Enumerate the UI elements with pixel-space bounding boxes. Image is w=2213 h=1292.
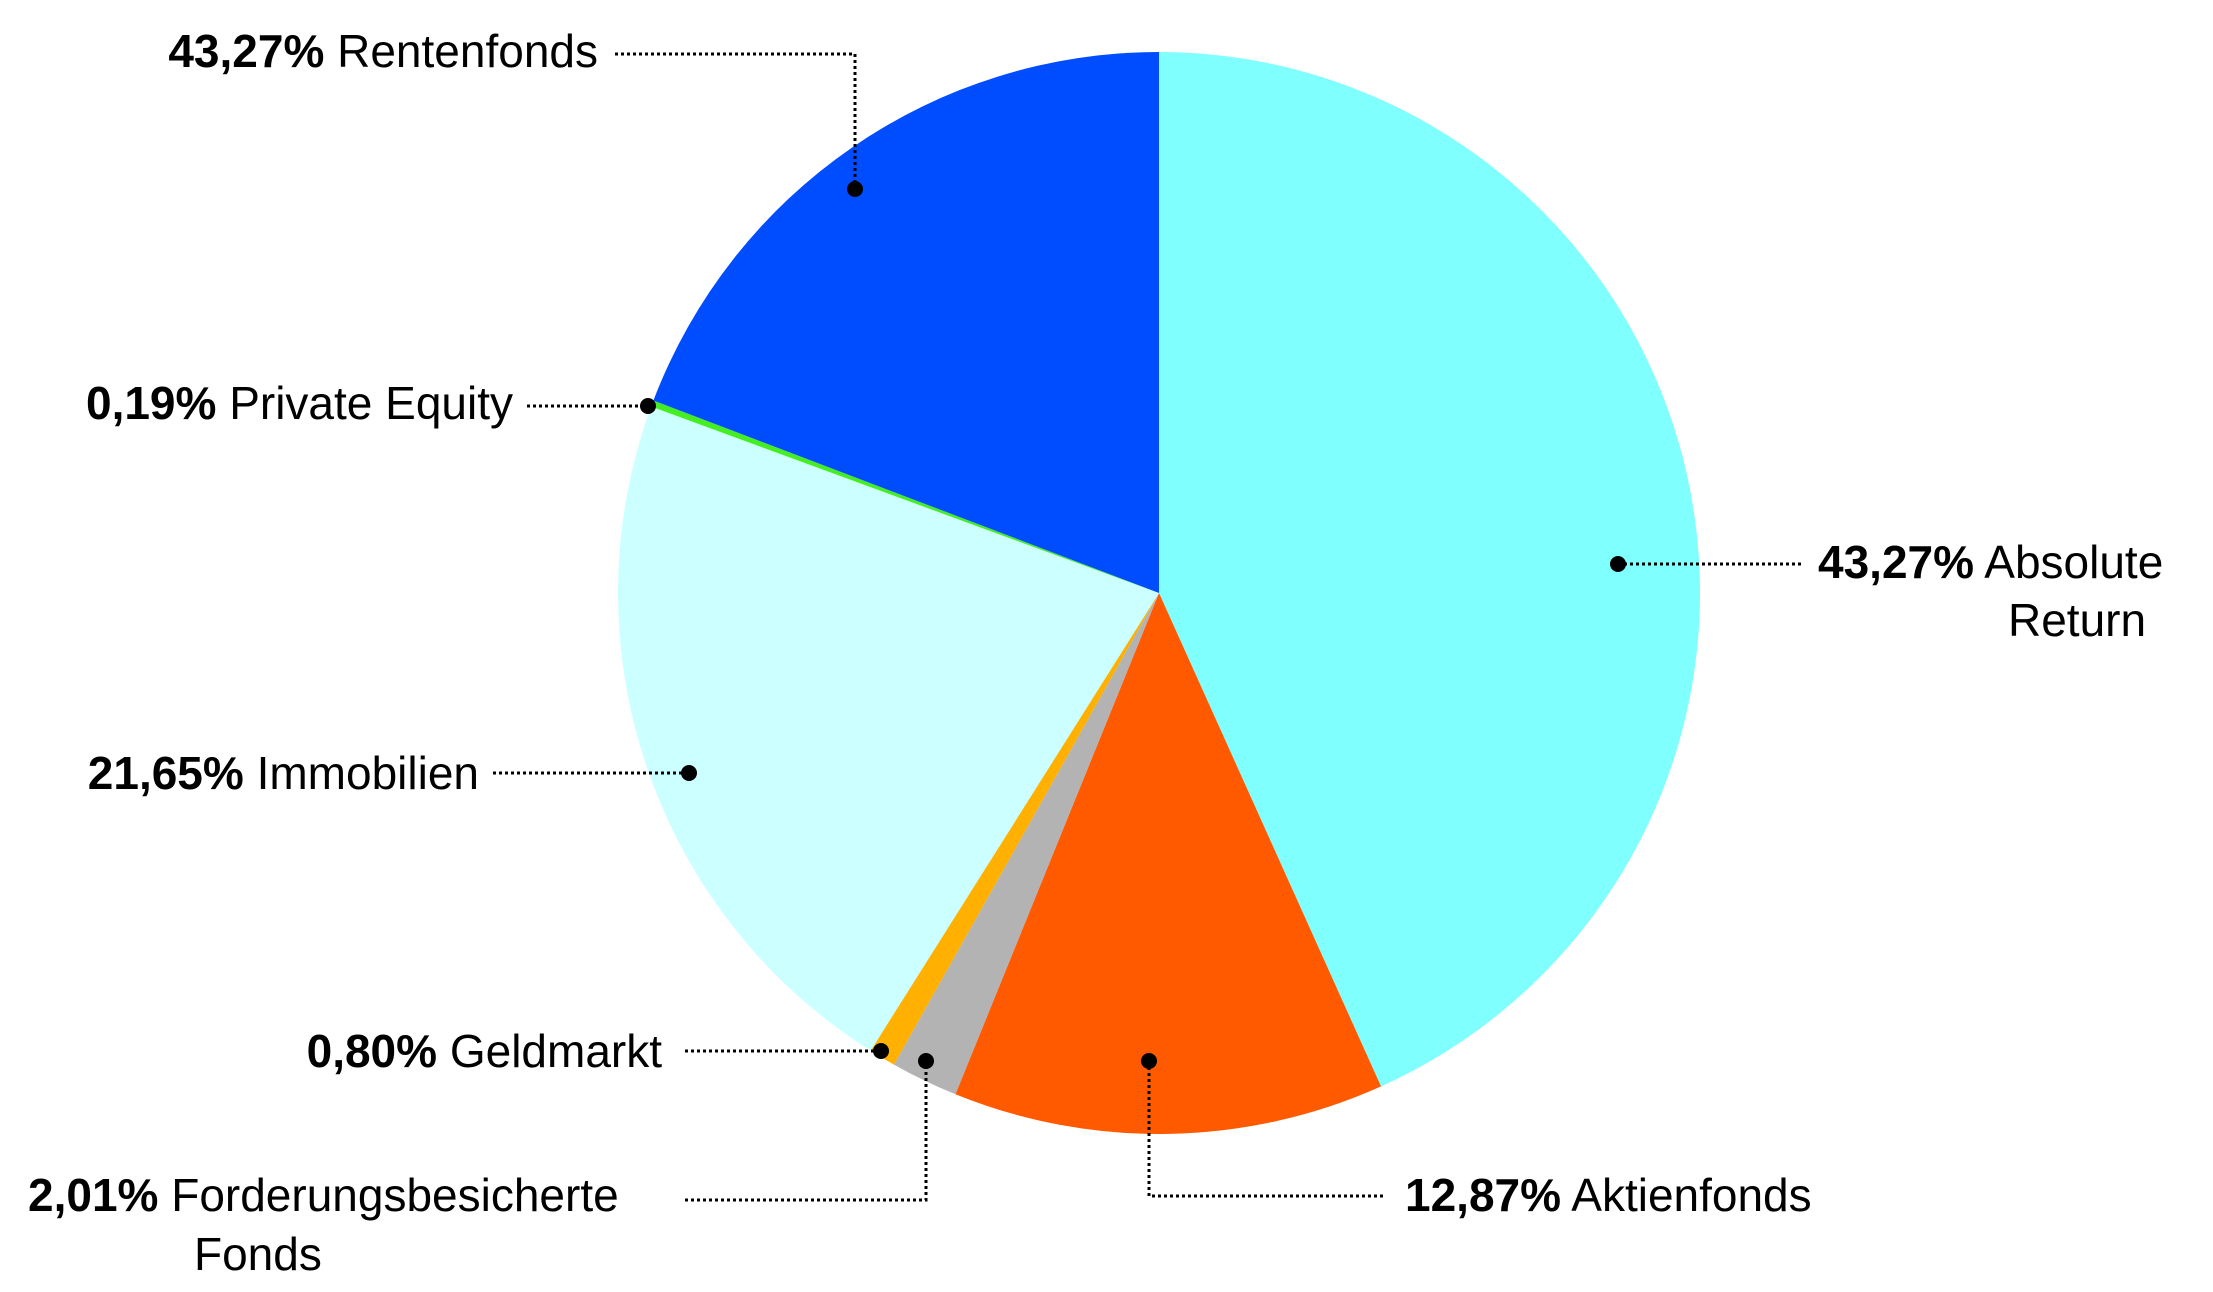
slice-aktienfonds	[955, 593, 1382, 1135]
slice-forderungsbesicherte-fonds	[893, 593, 1159, 1095]
dot-forderungsbesicherte	[918, 1053, 934, 1069]
leader-rentenfonds	[615, 52, 857, 189]
dot-immobilien	[681, 765, 697, 781]
slice-immobilien	[618, 406, 1159, 1051]
dot-aktienfonds	[1141, 1053, 1157, 1069]
label-immobilien: 21,65% Immobilien	[88, 747, 479, 799]
label-absolute-return: 43,27% Absolute	[1818, 536, 2163, 588]
label-forderungsbesicherte-line2: Fonds	[194, 1228, 322, 1280]
dot-geldmarkt	[873, 1043, 889, 1059]
label-rentenfonds: 43,27% Rentenfonds	[168, 25, 598, 77]
label-private-equity: 0,19% Private Equity	[86, 377, 513, 429]
slice-absolute-return	[1159, 51, 1701, 1087]
dot-absolute-return	[1610, 556, 1626, 572]
leader-forderungsbesicherte	[685, 1061, 928, 1202]
leader-aktienfonds	[1147, 1061, 1385, 1198]
label-forderungsbesicherte: 2,01% Forderungsbesicherte	[28, 1169, 619, 1221]
dot-private-equity	[640, 398, 656, 414]
slice-private-equity	[651, 400, 1159, 593]
label-absolute-return-line2: Return	[2008, 594, 2146, 646]
label-geldmarkt: 0,80% Geldmarkt	[307, 1025, 663, 1077]
dot-rentenfonds	[847, 181, 863, 197]
slice-rentenfonds	[653, 52, 1159, 593]
label-aktienfonds: 12,87% Aktienfonds	[1405, 1169, 1812, 1221]
slice-geldmarkt	[870, 593, 1159, 1065]
